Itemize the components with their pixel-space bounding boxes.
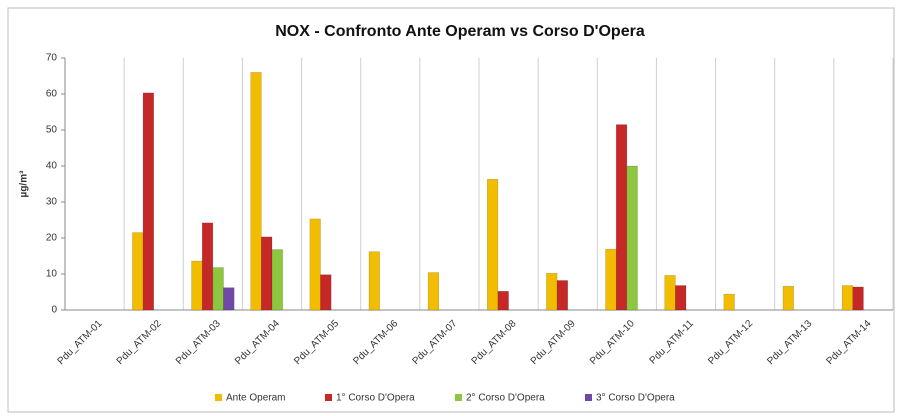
bar: [615, 124, 628, 311]
y-tick-label: 0: [51, 305, 57, 316]
bar: [261, 236, 273, 311]
bar: [626, 165, 638, 311]
bar: [320, 274, 332, 311]
y-tick-label: 30: [46, 197, 58, 208]
y-tick-label: 10: [46, 269, 58, 280]
bar: [223, 287, 235, 311]
chart-title: NOX - Confronto Ante Operam vs Corso D'O…: [275, 23, 645, 40]
bar: [142, 92, 154, 311]
bar: [556, 280, 568, 311]
chart-frame: [7, 7, 895, 413]
bar: [309, 218, 321, 311]
bar: [427, 272, 440, 311]
legend-label: 1° Corso D'Opera: [336, 393, 415, 404]
bar: [132, 232, 144, 311]
legend-swatch: [585, 394, 592, 401]
y-tick-label: 50: [46, 125, 58, 136]
y-tick-label: 70: [46, 53, 58, 64]
bar: [723, 293, 735, 311]
legend-label: 2° Corso D'Opera: [466, 393, 545, 404]
legend-swatch: [215, 394, 222, 401]
bar: [546, 273, 558, 311]
y-tick-label: 20: [46, 233, 58, 244]
bar: [497, 291, 509, 311]
legend-label: Ante Operam: [226, 393, 285, 404]
y-tick-label: 60: [46, 89, 58, 100]
bar: [212, 267, 224, 311]
legend-swatch: [325, 394, 332, 401]
bar: [271, 249, 283, 311]
bar: [605, 248, 617, 311]
bar: [675, 285, 687, 311]
bar: [487, 179, 499, 311]
bar: [368, 251, 380, 311]
bar: [201, 222, 214, 311]
y-axis-label: µg/m³: [19, 170, 30, 198]
bar: [841, 285, 854, 311]
bar: [852, 286, 864, 311]
y-tick-label: 40: [46, 161, 58, 172]
bar: [250, 72, 262, 311]
bar: [191, 260, 203, 311]
bar: [664, 275, 676, 311]
legend-swatch: [455, 394, 462, 401]
bar: [782, 285, 794, 311]
legend-label: 3° Corso D'Opera: [596, 393, 675, 404]
